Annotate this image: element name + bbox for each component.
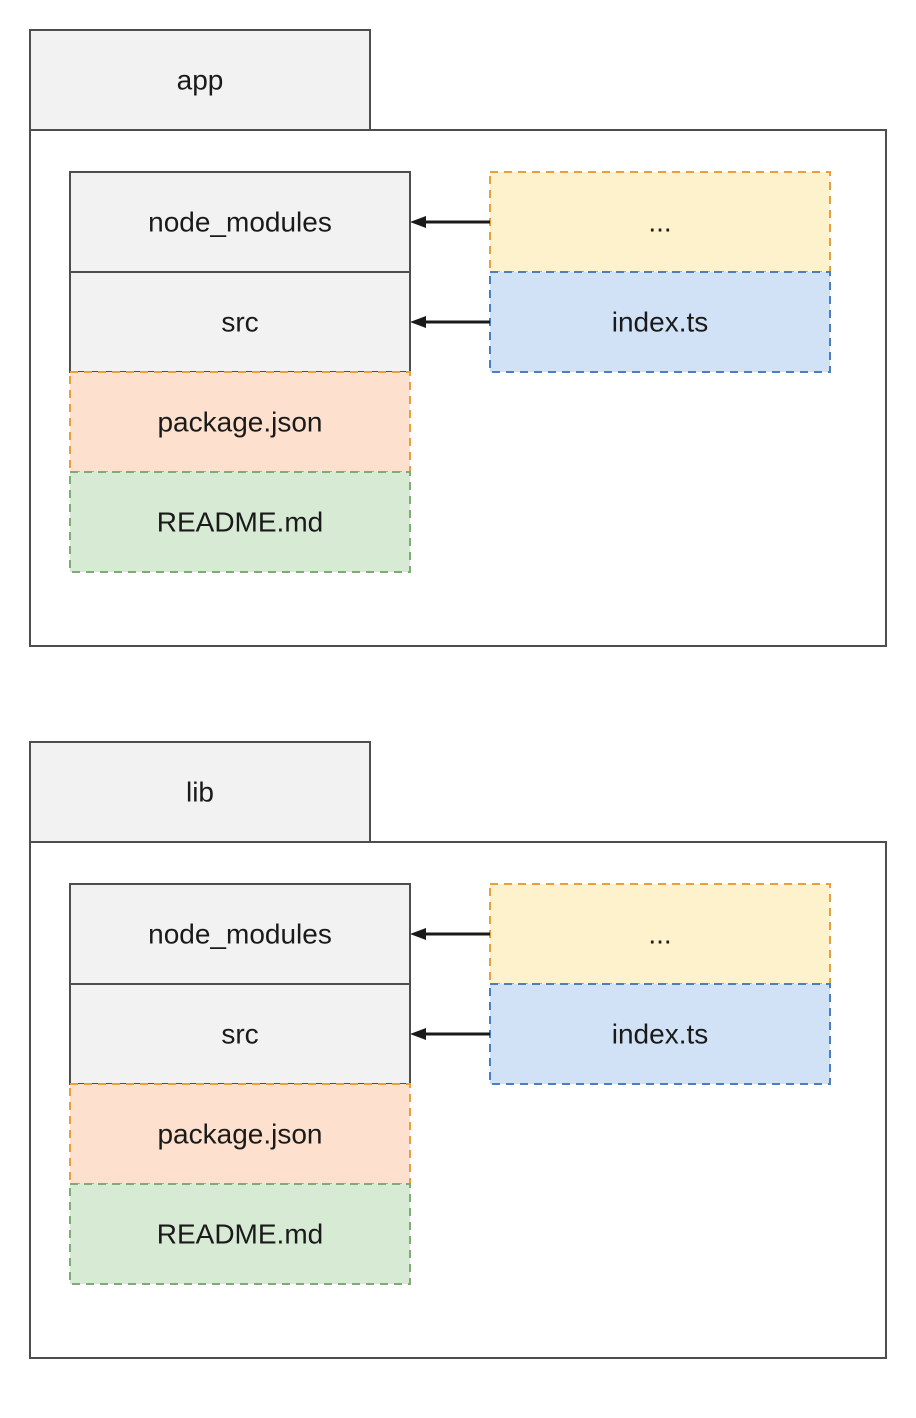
file-box-label: ...: [648, 206, 671, 237]
file-box-label: package.json: [157, 406, 322, 437]
file-box-label: node_modules: [148, 918, 332, 949]
diagram-canvas: appnode_modulessrcpackage.jsonREADME.md.…: [0, 0, 916, 1418]
file-box-label: README.md: [157, 506, 323, 537]
file-box-label: node_modules: [148, 206, 332, 237]
folder-tab-label: app: [177, 64, 224, 95]
file-box-label: src: [221, 306, 258, 337]
file-box-label: src: [221, 1018, 258, 1049]
file-box-label: ...: [648, 918, 671, 949]
file-box-label: README.md: [157, 1218, 323, 1249]
file-box-label: index.ts: [612, 1018, 709, 1049]
file-box-label: index.ts: [612, 306, 709, 337]
folder-tab-label: lib: [186, 776, 214, 807]
file-box-label: package.json: [157, 1118, 322, 1149]
